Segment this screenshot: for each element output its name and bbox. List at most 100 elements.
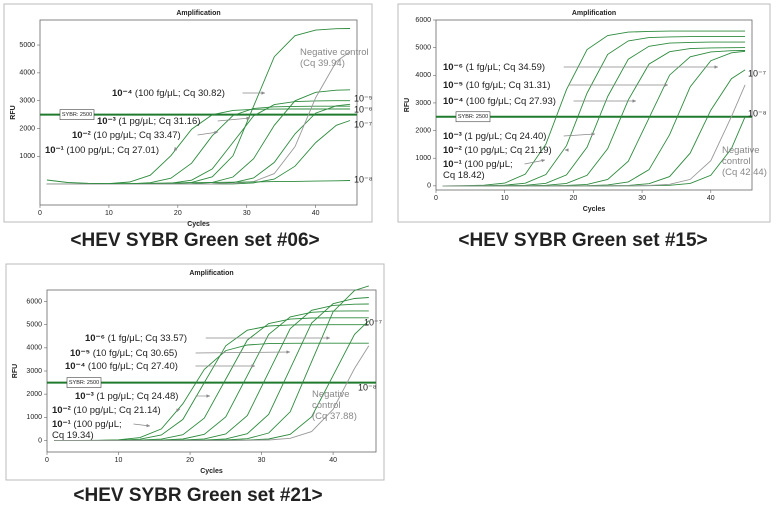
annotation: 10⁻⁶ (1 fg/μL; Cq 34.59) [443, 62, 545, 73]
annotation: Cq 19.34) [52, 430, 94, 441]
annotation-text: control [312, 400, 341, 411]
annotation: Negative [312, 389, 350, 400]
x-tick-label: 10 [115, 457, 123, 464]
y-tick-label: 3000 [26, 368, 42, 375]
y-tick-label: 4000 [415, 72, 431, 79]
annotation: 10⁻⁴ (100 fg/μL; Cq 30.82) [112, 88, 225, 99]
annotation-strain: 10⁻¹ [52, 419, 71, 430]
annotation: 10⁻³ (1 pg/μL; Cq 31.16) [97, 116, 200, 127]
annotation-strain: 10⁻⁵ [70, 348, 90, 359]
y-tick-label: 0 [427, 183, 431, 190]
annotation-text: (10 pg/μL; Cq 21.14) [73, 405, 160, 416]
y-tick-label: 5000 [19, 42, 35, 49]
annotation-text: Negative [722, 145, 760, 156]
y-tick-label: 5000 [415, 44, 431, 51]
y-tick-label: 6000 [415, 17, 431, 24]
annotation-strain: 10⁻³ [443, 131, 462, 142]
caption: <HEV SYBR Green set #15> [458, 230, 707, 251]
annotation-strain: 10⁻³ [75, 391, 94, 402]
y-axis-label: RFU [10, 105, 17, 119]
y-tick-label: 3000 [19, 98, 35, 105]
threshold-label: SYBR: 2500 [458, 114, 488, 120]
side-label: 10⁻⁶ [354, 104, 373, 114]
threshold-label-box [455, 111, 491, 123]
annotation-arrow [524, 158, 546, 165]
caption: <HEV SYBR Green set #21> [73, 485, 322, 506]
chart-title: Amplification [176, 10, 220, 17]
annotation-arrow [176, 408, 181, 412]
annotation-strain: 10⁻¹ [45, 145, 64, 156]
side-label: 10⁻⁷ [354, 119, 372, 129]
annotation-strain: 10⁻⁶ [443, 62, 463, 73]
annotation-text: (Cq 42.44) [722, 167, 767, 178]
side-label: 10⁻⁸ [354, 174, 373, 184]
y-tick-label: 3000 [415, 100, 431, 107]
annotation: control [722, 156, 751, 167]
annotation-text: (100 fg/μL; Cq 30.82) [135, 88, 225, 99]
annotation-text: Cq 18.42) [443, 170, 485, 181]
annotation-text: (Cq 37.88) [312, 411, 357, 422]
x-axis-label: Cycles [583, 206, 606, 213]
x-tick-label: 40 [707, 195, 715, 202]
annotation: 10⁻¹ (100 pg/μL; Cq 27.01) [45, 145, 159, 156]
annotation: 10⁻³ (1 pg/μL; Cq 24.40) [443, 131, 546, 142]
x-tick-label: 20 [186, 457, 194, 464]
x-tick-label: 0 [45, 457, 49, 464]
x-axis-label: Cycles [200, 468, 223, 475]
amplification-curve [442, 30, 746, 187]
annotation: 10⁻² (10 pg/μL; Cq 33.47) [72, 130, 181, 141]
side-label: 10⁻⁷ [364, 317, 382, 327]
annotation-strain: 10⁻⁴ [443, 96, 464, 107]
y-tick-label: 4000 [26, 345, 42, 352]
annotation: 10⁻⁵ (10 fg/μL; Cq 31.31) [443, 80, 550, 91]
annotation-text: (1 fg/μL; Cq 34.59) [466, 62, 545, 73]
annotation-text: (10 pg/μL; Cq 33.47) [93, 130, 180, 141]
annotation: control [312, 400, 341, 411]
annotation-arrow [217, 116, 251, 122]
annotation-strain: 10⁻⁵ [443, 80, 463, 91]
annotation-text: Negative control [300, 47, 369, 58]
annotation-arrow [197, 130, 219, 136]
annotation: 10⁻⁵ (10 fg/μL; Cq 30.65) [70, 348, 177, 359]
annotation: 10⁻⁴ (100 fg/μL; Cq 27.40) [65, 361, 178, 372]
annotation-arrow [195, 350, 291, 354]
annotation-text: (Cq 39.94) [300, 58, 345, 69]
y-tick-label: 5000 [26, 322, 42, 329]
chart-title: Amplification [572, 10, 616, 17]
annotation-text: Cq 19.34) [52, 430, 94, 441]
side-label: 10⁻⁸ [358, 382, 377, 392]
annotation: (Cq 42.44) [722, 167, 767, 178]
annotation: 10⁻¹ (100 pg/μL; [443, 159, 513, 170]
x-tick-label: 30 [243, 210, 251, 217]
annotation: 10⁻² (10 pg/μL; Cq 21.14) [52, 405, 161, 416]
annotation-text: (1 pg/μL; Cq 31.16) [118, 116, 200, 127]
annotation-text: (100 fg/μL; Cq 27.40) [88, 361, 178, 372]
threshold-label: SYBR: 2500 [69, 380, 99, 386]
annotation-text: (1 fg/μL; Cq 33.57) [108, 333, 187, 344]
x-axis-label: Cycles [187, 221, 210, 228]
annotation: Negative [722, 145, 760, 156]
amplification-curve [46, 179, 351, 185]
y-axis-label: RFU [12, 364, 19, 378]
y-tick-label: 1000 [415, 155, 431, 162]
annotation-text: (100 pg/μL; [73, 419, 121, 430]
annotation-strain: 10⁻⁴ [65, 361, 86, 372]
threshold-label-box [66, 377, 102, 388]
annotation: Negative control [300, 47, 369, 58]
annotation: 10⁻⁴ (100 fg/μL; Cq 27.93) [443, 96, 556, 107]
x-tick-label: 30 [258, 457, 266, 464]
annotation-text: (1 pg/μL; Cq 24.40) [464, 131, 546, 142]
y-axis-label: RFU [404, 98, 411, 112]
amplification-curve [442, 84, 746, 187]
amplification-curve [46, 51, 351, 185]
x-tick-label: 10 [501, 195, 509, 202]
annotation-strain: 10⁻² [72, 130, 91, 141]
annotation-arrow [173, 146, 178, 151]
annotation-strain: 10⁻³ [97, 116, 116, 127]
x-tick-label: 20 [569, 195, 577, 202]
annotation: 10⁻⁶ (1 fg/μL; Cq 33.57) [85, 333, 187, 344]
annotation: 10⁻³ (1 pg/μL; Cq 24.48) [75, 391, 178, 402]
annotation-text: (100 pg/μL; [464, 159, 512, 170]
side-label: 10⁻⁷ [748, 68, 766, 78]
x-tick-label: 10 [105, 210, 113, 217]
